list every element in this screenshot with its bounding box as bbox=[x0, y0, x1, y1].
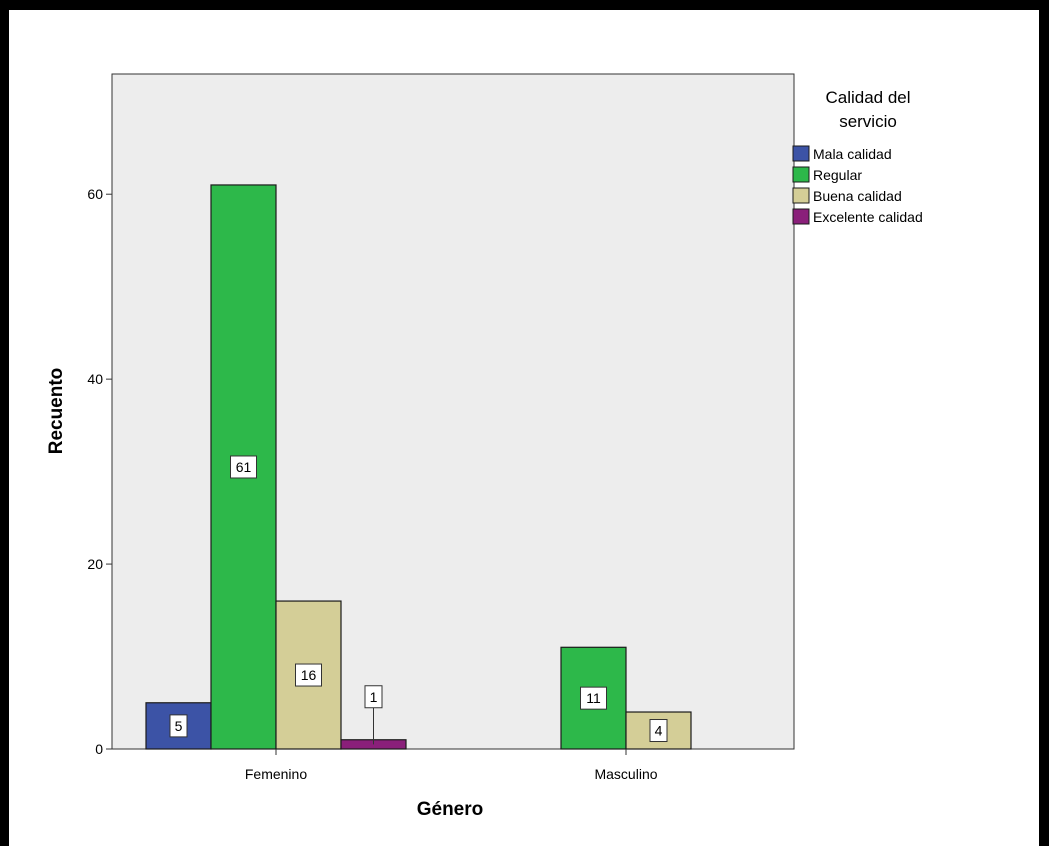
data-label: 11 bbox=[586, 690, 601, 706]
legend-swatch bbox=[792, 166, 810, 183]
data-label: 61 bbox=[236, 459, 252, 475]
data-label-box bbox=[169, 714, 188, 738]
legend-label: Regular bbox=[813, 167, 862, 183]
legend-label: Mala calidad bbox=[813, 146, 892, 162]
data-label: 16 bbox=[301, 667, 317, 683]
legend: Calidad del servicio Mala calidad Regular B… bbox=[792, 88, 923, 225]
legend-swatch bbox=[792, 145, 810, 162]
data-label-box bbox=[649, 719, 668, 743]
y-tick-label: 0 bbox=[95, 741, 103, 757]
data-label-box bbox=[364, 685, 383, 709]
legend-label: Buena calidad bbox=[813, 188, 902, 204]
y-tick-label: 40 bbox=[87, 371, 103, 387]
x-tick-label: Femenino bbox=[245, 766, 307, 782]
data-label: 5 bbox=[175, 718, 183, 734]
legend-title: Calidad del servicio bbox=[825, 88, 910, 131]
data-label-box bbox=[580, 686, 607, 710]
data-label: 1 bbox=[370, 689, 378, 705]
data-label-box bbox=[230, 455, 257, 479]
data-label-box bbox=[295, 663, 322, 687]
y-tick-label: 60 bbox=[87, 186, 103, 202]
legend-label: Excelente calidad bbox=[813, 209, 923, 225]
data-label: 4 bbox=[655, 723, 663, 739]
y-axis-ticks: 0 20 40 60 bbox=[87, 186, 112, 757]
x-axis-title: Género bbox=[417, 799, 484, 820]
y-tick-label: 20 bbox=[87, 556, 103, 572]
x-axis-ticks: Femenino Masculino bbox=[245, 749, 658, 782]
y-axis-title: Recuento bbox=[46, 368, 67, 455]
legend-swatch bbox=[792, 187, 810, 204]
x-tick-label: Masculino bbox=[594, 766, 657, 782]
legend-items: Mala calidad Regular Buena calidad Excelent… bbox=[792, 145, 923, 225]
legend-swatch bbox=[792, 208, 810, 225]
